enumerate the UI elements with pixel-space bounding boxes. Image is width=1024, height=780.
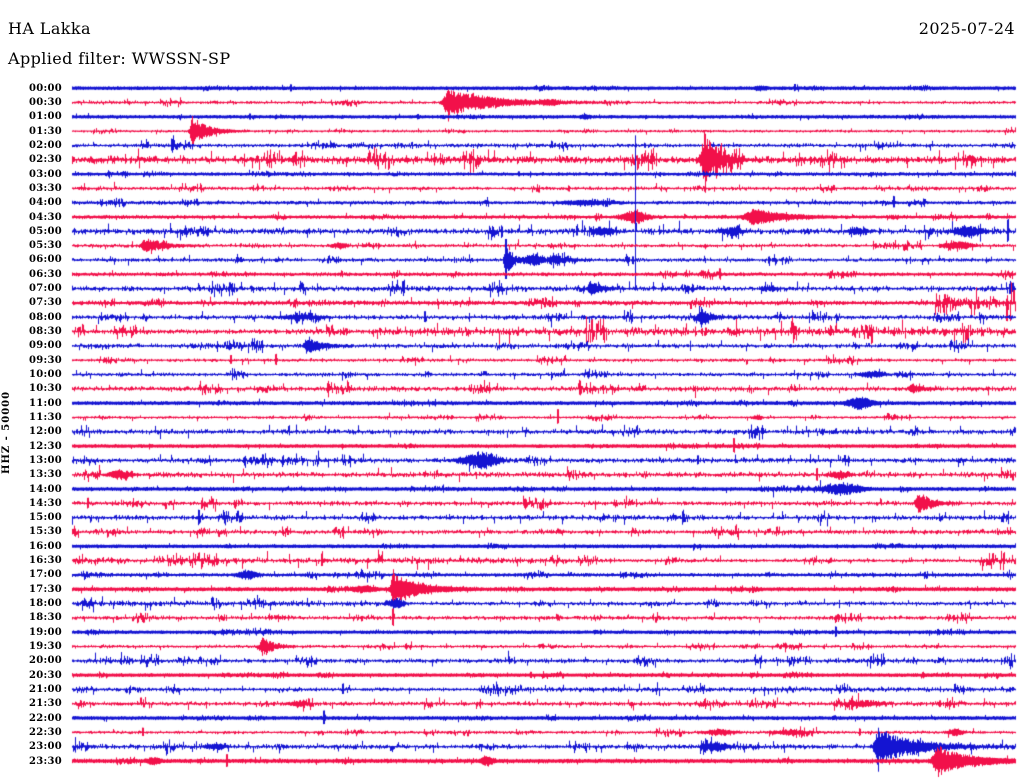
seismogram-trace-area[interactable] [0, 0, 1024, 780]
helicorder-page: HA Lakka 2025-07-24 Applied filter: WWSS… [0, 0, 1024, 780]
